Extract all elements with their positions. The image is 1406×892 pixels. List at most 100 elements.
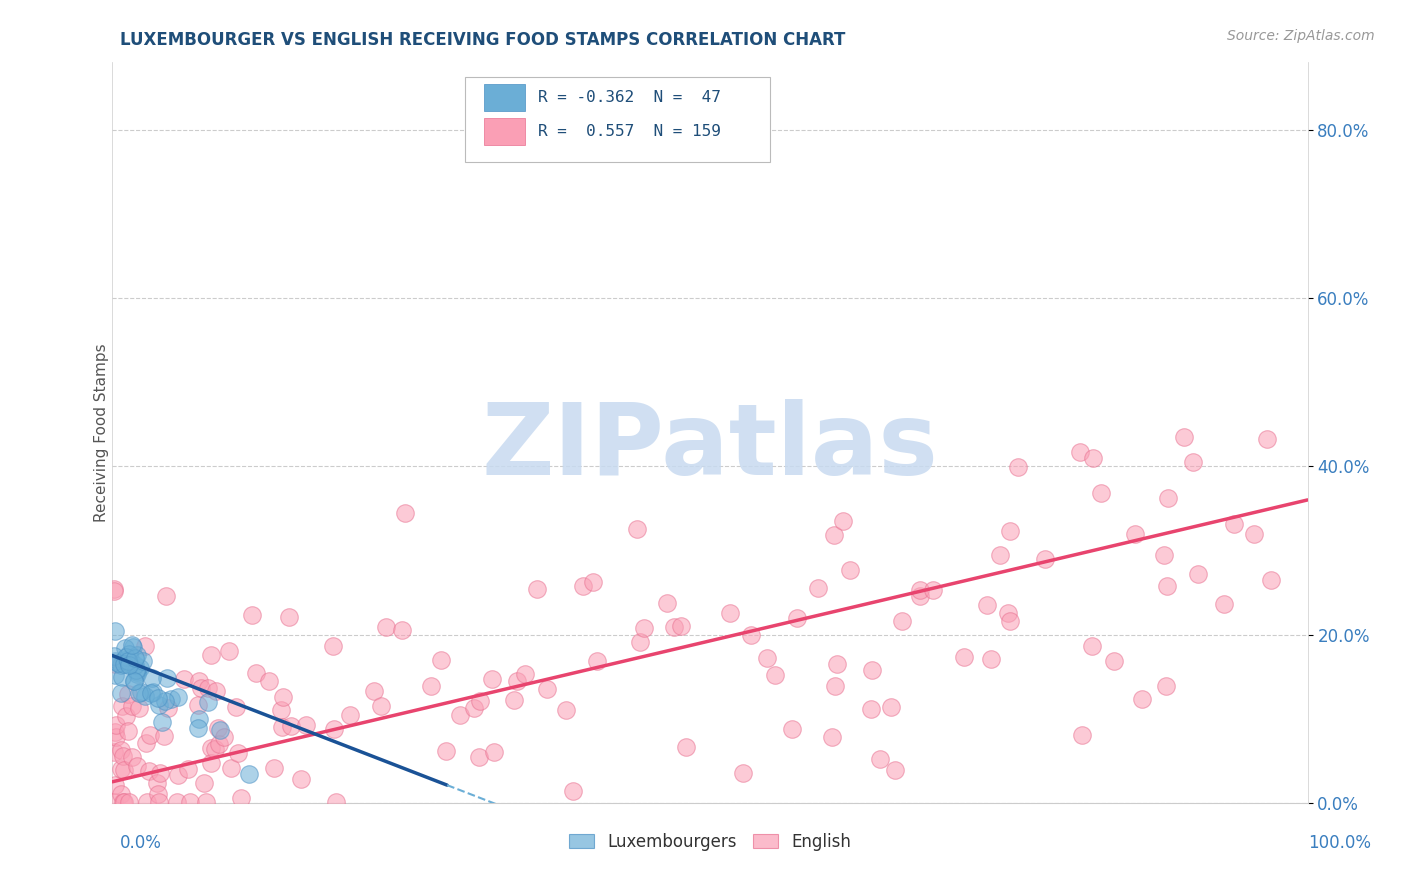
Point — [860, 702, 883, 716]
Point — [193, 776, 215, 790]
Point — [1223, 516, 1246, 531]
Point — [107, 656, 129, 670]
Text: ZIPatlas: ZIPatlas — [482, 399, 938, 496]
Point — [468, 750, 491, 764]
Point — [118, 650, 141, 665]
Point — [271, 720, 294, 734]
Point — [434, 744, 457, 758]
Point — [104, 668, 127, 682]
Point — [122, 640, 145, 654]
Point — [207, 721, 229, 735]
Point — [1033, 552, 1056, 566]
Point — [633, 621, 655, 635]
Point — [860, 663, 883, 677]
Text: 0.0%: 0.0% — [120, 834, 162, 852]
Point — [103, 795, 125, 809]
Point — [122, 674, 145, 689]
Point — [838, 563, 860, 577]
Point — [988, 549, 1011, 563]
Point — [257, 673, 280, 688]
Point — [555, 703, 578, 717]
Point — [229, 790, 252, 805]
Point — [998, 524, 1021, 539]
Point — [118, 795, 141, 809]
Point — [197, 681, 219, 695]
Point — [807, 581, 830, 595]
Point — [718, 606, 741, 620]
FancyBboxPatch shape — [484, 118, 524, 145]
Point — [112, 749, 135, 764]
Point — [1153, 549, 1175, 563]
Point — [114, 640, 136, 655]
Point — [655, 596, 678, 610]
Point — [218, 644, 240, 658]
Point — [375, 620, 398, 634]
Point — [110, 686, 132, 700]
Point — [104, 724, 127, 739]
Point — [187, 722, 209, 736]
Point — [419, 679, 441, 693]
Point — [908, 589, 931, 603]
Point — [110, 787, 132, 801]
Point — [118, 656, 141, 670]
Point — [125, 648, 148, 662]
Point — [128, 701, 150, 715]
Point — [513, 667, 536, 681]
Point — [166, 795, 188, 809]
Point — [195, 795, 218, 809]
Point — [110, 743, 132, 757]
Point — [148, 698, 170, 712]
Point — [586, 654, 609, 668]
Point — [135, 736, 157, 750]
Point — [103, 657, 125, 672]
Point — [207, 737, 229, 751]
Point — [325, 795, 347, 809]
Point — [669, 619, 692, 633]
Point — [138, 764, 160, 779]
Point — [112, 795, 135, 809]
Text: 100.0%: 100.0% — [1308, 834, 1371, 852]
Point — [1090, 485, 1112, 500]
Point — [205, 684, 228, 698]
Point — [482, 745, 505, 759]
Text: R =  0.557  N = 159: R = 0.557 N = 159 — [538, 124, 721, 139]
Point — [240, 608, 263, 623]
Point — [997, 606, 1019, 620]
Point — [755, 650, 778, 665]
Point — [339, 707, 361, 722]
Point — [152, 730, 174, 744]
Point — [922, 582, 945, 597]
Point — [200, 756, 222, 771]
Point — [506, 674, 529, 689]
Point — [104, 778, 127, 792]
Point — [121, 638, 143, 652]
Point — [111, 670, 134, 684]
Point — [536, 681, 558, 696]
Point — [295, 718, 318, 732]
Point — [908, 582, 931, 597]
Point — [280, 719, 302, 733]
Point — [200, 648, 222, 662]
Point — [118, 647, 141, 661]
Point — [675, 740, 697, 755]
Point — [225, 700, 247, 714]
Point — [173, 672, 195, 686]
Point — [219, 761, 242, 775]
Point — [1256, 433, 1278, 447]
Point — [1213, 597, 1236, 611]
Point — [740, 627, 762, 641]
Point — [115, 649, 138, 664]
Point — [869, 751, 891, 765]
Point — [731, 766, 754, 780]
Text: R = -0.362  N =  47: R = -0.362 N = 47 — [538, 90, 721, 105]
Point — [470, 694, 492, 708]
Text: Source: ZipAtlas.com: Source: ZipAtlas.com — [1227, 29, 1375, 43]
Point — [112, 657, 135, 672]
Point — [394, 506, 416, 520]
Point — [117, 654, 139, 668]
Point — [117, 724, 139, 739]
Point — [526, 582, 548, 597]
Point — [821, 730, 844, 744]
Point — [952, 650, 974, 665]
Point — [104, 624, 127, 638]
